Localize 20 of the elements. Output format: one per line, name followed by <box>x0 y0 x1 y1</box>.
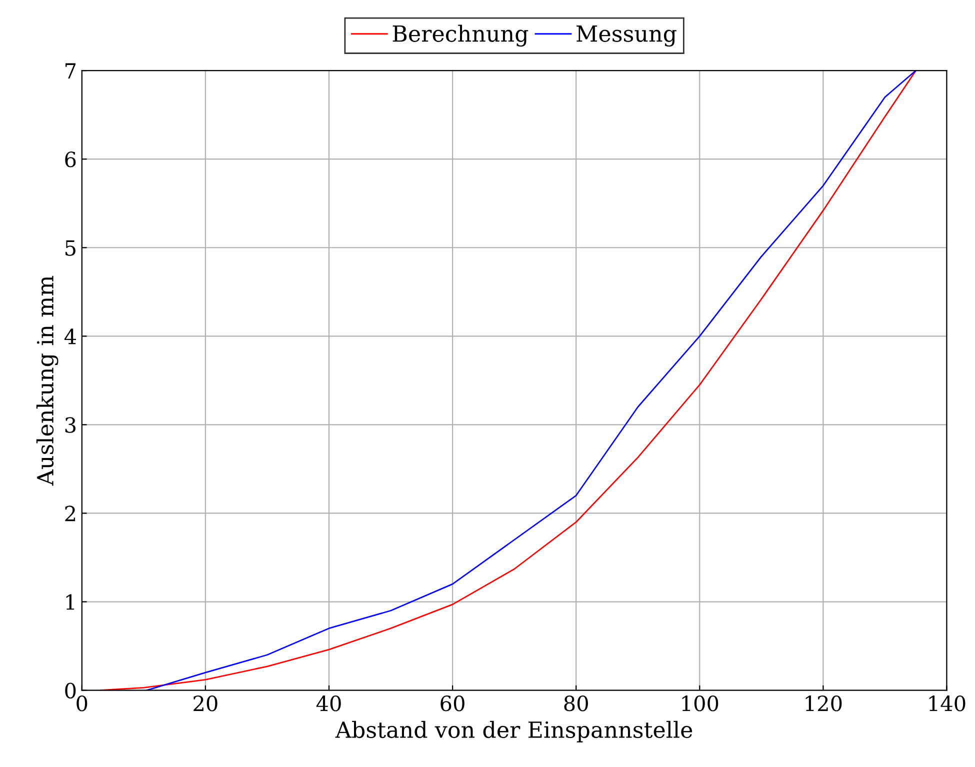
y-tick-label: 4 <box>64 328 76 344</box>
y-tick-label: 3 <box>65 417 76 433</box>
x-tick-label: 20 <box>194 696 218 712</box>
legend-label: Messung <box>576 25 676 47</box>
x-tick-label: 60 <box>440 696 464 712</box>
y-tick-label: 6 <box>65 152 76 168</box>
x-tick-label: 40 <box>316 696 341 712</box>
y-axis-title: Auslenkung in mm <box>36 276 58 486</box>
x-axis-title: Abstand von der Einspannstelle <box>335 720 692 742</box>
y-tick-label: 0 <box>65 682 76 699</box>
legend-label: Berechnung <box>392 24 528 47</box>
y-tick-label: 2 <box>65 506 75 522</box>
x-tick-label: 0 <box>76 696 88 712</box>
y-tick-label: 7 <box>66 63 76 78</box>
x-tick-label: 80 <box>564 696 588 712</box>
y-tick-label: 1 <box>66 594 74 610</box>
x-tick-label: 140 <box>929 696 966 712</box>
x-tick-label: 120 <box>806 696 842 712</box>
x-tick-label: 100 <box>682 696 718 712</box>
y-tick-label: 5 <box>66 240 76 256</box>
